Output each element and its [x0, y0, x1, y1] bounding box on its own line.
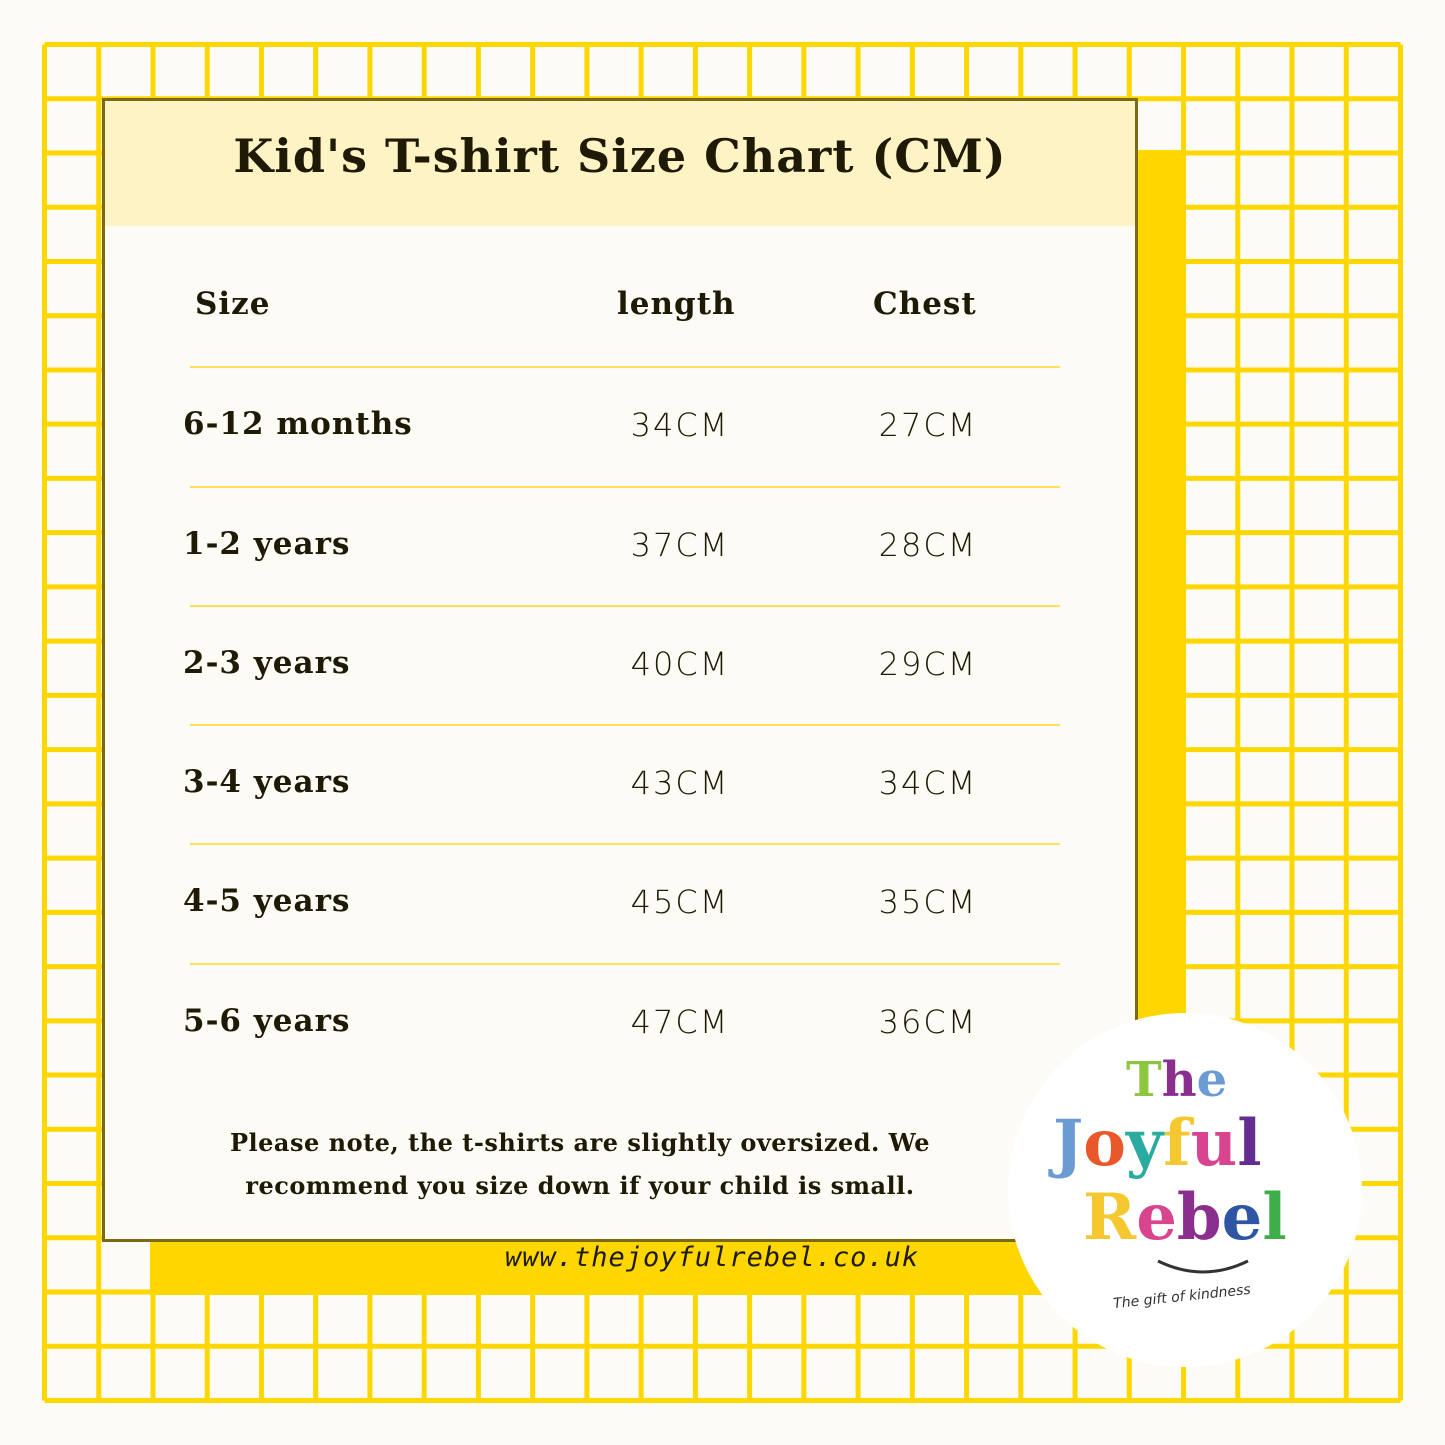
table-row: 3-4 years 43CM 34CM: [105, 764, 1135, 824]
length-cell: 40CM: [630, 645, 730, 683]
chest-cell: 29CM: [878, 645, 978, 683]
header-size: Size: [195, 286, 271, 322]
page-title: Kid's T-shirt Size Chart (CM): [233, 129, 1007, 183]
table-row: 1-2 years 37CM 28CM: [105, 526, 1135, 586]
smile-icon: [1157, 1259, 1249, 1274]
row-divider: [190, 366, 1060, 368]
length-cell: 43CM: [630, 764, 730, 802]
chest-cell: 34CM: [878, 764, 978, 802]
header-chest: Chest: [873, 286, 977, 322]
note-line-1: Please note, the t-shirts are slightly o…: [230, 1128, 930, 1157]
logo-rebel: Rebel: [1083, 1180, 1287, 1255]
size-cell: 2-3 years: [183, 645, 351, 681]
row-divider: [190, 963, 1060, 965]
table-row: 5-6 years 47CM 36CM: [105, 1003, 1135, 1063]
row-divider: [190, 724, 1060, 726]
table-row: 4-5 years 45CM 35CM: [105, 883, 1135, 943]
logo-joyful: Joyful: [1053, 1106, 1262, 1181]
row-divider: [190, 843, 1060, 845]
note-line-2: recommend you size down if your child is…: [245, 1171, 915, 1200]
length-cell: 45CM: [630, 883, 730, 921]
title-band: Kid's T-shirt Size Chart (CM): [105, 101, 1135, 226]
length-cell: 47CM: [630, 1003, 730, 1041]
chest-cell: 27CM: [878, 406, 978, 444]
row-divider: [190, 486, 1060, 488]
length-cell: 34CM: [630, 406, 730, 444]
length-cell: 37CM: [630, 526, 730, 564]
chest-cell: 28CM: [878, 526, 978, 564]
size-cell: 5-6 years: [183, 1003, 351, 1039]
website-url: www.thejoyfulrebel.co.uk: [505, 1242, 920, 1273]
chest-cell: 36CM: [878, 1003, 978, 1041]
row-divider: [190, 605, 1060, 607]
table-row: 2-3 years 40CM 29CM: [105, 645, 1135, 705]
logo-the: The: [1126, 1052, 1228, 1108]
size-cell: 1-2 years: [183, 526, 351, 562]
size-cell: 6-12 months: [183, 406, 413, 442]
size-cell: 4-5 years: [183, 883, 351, 919]
brand-logo: The Joyful Rebel The gift of kindness: [1008, 1013, 1362, 1367]
size-cell: 3-4 years: [183, 764, 351, 800]
size-chart-card: Kid's T-shirt Size Chart (CM) Size lengt…: [102, 98, 1138, 1242]
sizing-note: Please note, the t-shirts are slightly o…: [165, 1121, 995, 1207]
table-row: 6-12 months 34CM 27CM: [105, 406, 1135, 466]
header-length: length: [617, 286, 736, 322]
chest-cell: 35CM: [878, 883, 978, 921]
